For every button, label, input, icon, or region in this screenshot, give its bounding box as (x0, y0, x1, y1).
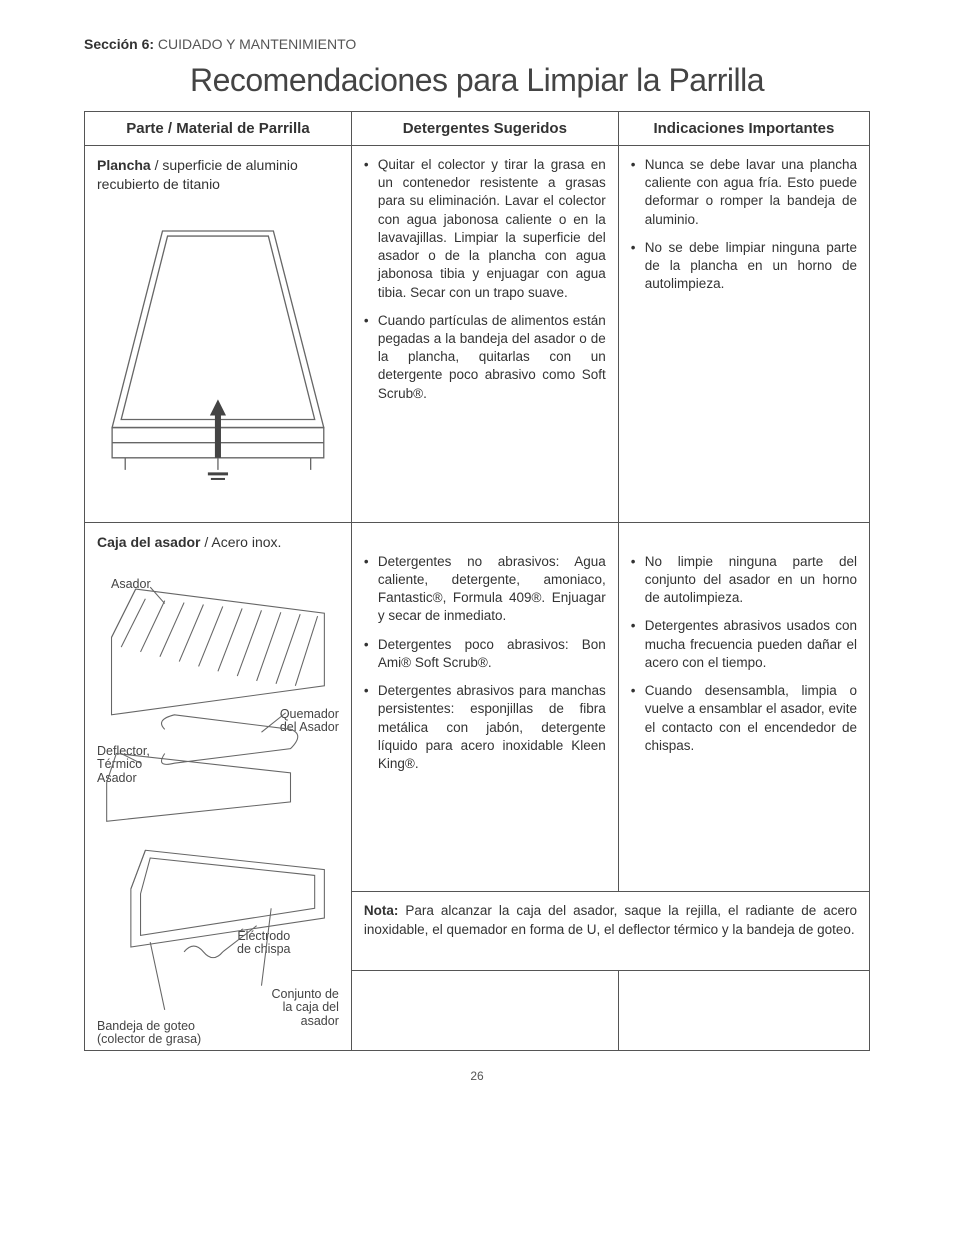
section-header: Sección 6: CUIDADO Y MANTENIMIENTO (84, 36, 870, 52)
list-item: Detergentes no abrasivos: Agua caliente,… (364, 553, 606, 626)
list-item: Detergentes poco abrasivos: Bon Ami® Sof… (364, 636, 606, 672)
cell-plancha-important: Nunca se debe lavar una plancha caliente… (618, 146, 869, 523)
empty-cell (618, 970, 869, 1050)
cell-asador-important: No limpie ninguna parte del conjunto del… (618, 522, 869, 892)
griddle-svg (97, 202, 339, 512)
col-header-detergents: Detergentes Sugeridos (351, 112, 618, 146)
cell-asador-detergents: Detergentes no abrasivos: Agua caliente,… (351, 522, 618, 892)
cell-note: Nota: Para alcanzar la caja del asador, … (351, 892, 869, 970)
cell-plancha-part: Plancha / superficie de aluminio recubie… (85, 146, 352, 523)
part-bold: Plancha (97, 157, 151, 173)
note-label: Nota: (364, 903, 399, 918)
list-item: Detergentes abrasivos para manchas persi… (364, 682, 606, 773)
plancha-diagram (97, 202, 339, 512)
cell-plancha-detergents: Quitar el colector y tirar la grasa en u… (351, 146, 618, 523)
section-title: CUIDADO Y MANTENIMIENTO (158, 36, 356, 52)
table-header-row: Parte / Material de Parrilla Detergentes… (85, 112, 870, 146)
cell-asador-part: Caja del asador / Acero inox. Asador Que… (85, 522, 352, 1050)
list-item: Detergentes abrasivos usados con mucha f… (631, 617, 857, 672)
list-item: Quitar el colector y tirar la grasa en u… (364, 156, 606, 302)
page-number: 26 (84, 1069, 870, 1083)
table-row-plancha: Plancha / superficie de aluminio recubie… (85, 146, 870, 523)
detergents-list-asador: Detergentes no abrasivos: Agua caliente,… (364, 553, 606, 773)
list-item: No se debe limpiar ninguna parte de la p… (631, 239, 857, 294)
important-list-plancha: Nunca se debe lavar una plancha caliente… (631, 156, 857, 294)
note-text: Para alcanzar la caja del asador, saque … (364, 903, 857, 936)
page-title: Recomendaciones para Limpiar la Parrilla (84, 62, 870, 99)
list-item: Cuando desensambla, limpia o vuelve a en… (631, 682, 857, 755)
list-item: No limpie ninguna parte del conjunto del… (631, 553, 857, 608)
document-page: Sección 6: CUIDADO Y MANTENIMIENTO Recom… (0, 0, 954, 1235)
col-header-important: Indicaciones Importantes (618, 112, 869, 146)
asador-svg (97, 560, 339, 1024)
table-row-asador: Caja del asador / Acero inox. Asador Que… (85, 522, 870, 892)
part-title-asador: Caja del asador / Acero inox. (97, 533, 339, 552)
list-item: Nunca se debe lavar una plancha caliente… (631, 156, 857, 229)
col-header-part: Parte / Material de Parrilla (85, 112, 352, 146)
list-item: Cuando partículas de alimentos están peg… (364, 312, 606, 403)
part-rest: / Acero inox. (201, 534, 282, 550)
detergents-list-plancha: Quitar el colector y tirar la grasa en u… (364, 156, 606, 403)
cleaning-table: Parte / Material de Parrilla Detergentes… (84, 111, 870, 1051)
important-list-asador: No limpie ninguna parte del conjunto del… (631, 553, 857, 755)
section-label: Sección 6: (84, 36, 154, 52)
part-bold: Caja del asador (97, 534, 201, 550)
asador-diagram: Asador Quemadordel Asador Deflector,Térm… (97, 560, 339, 1040)
part-title-plancha: Plancha / superficie de aluminio recubie… (97, 156, 339, 194)
empty-cell (351, 970, 618, 1050)
